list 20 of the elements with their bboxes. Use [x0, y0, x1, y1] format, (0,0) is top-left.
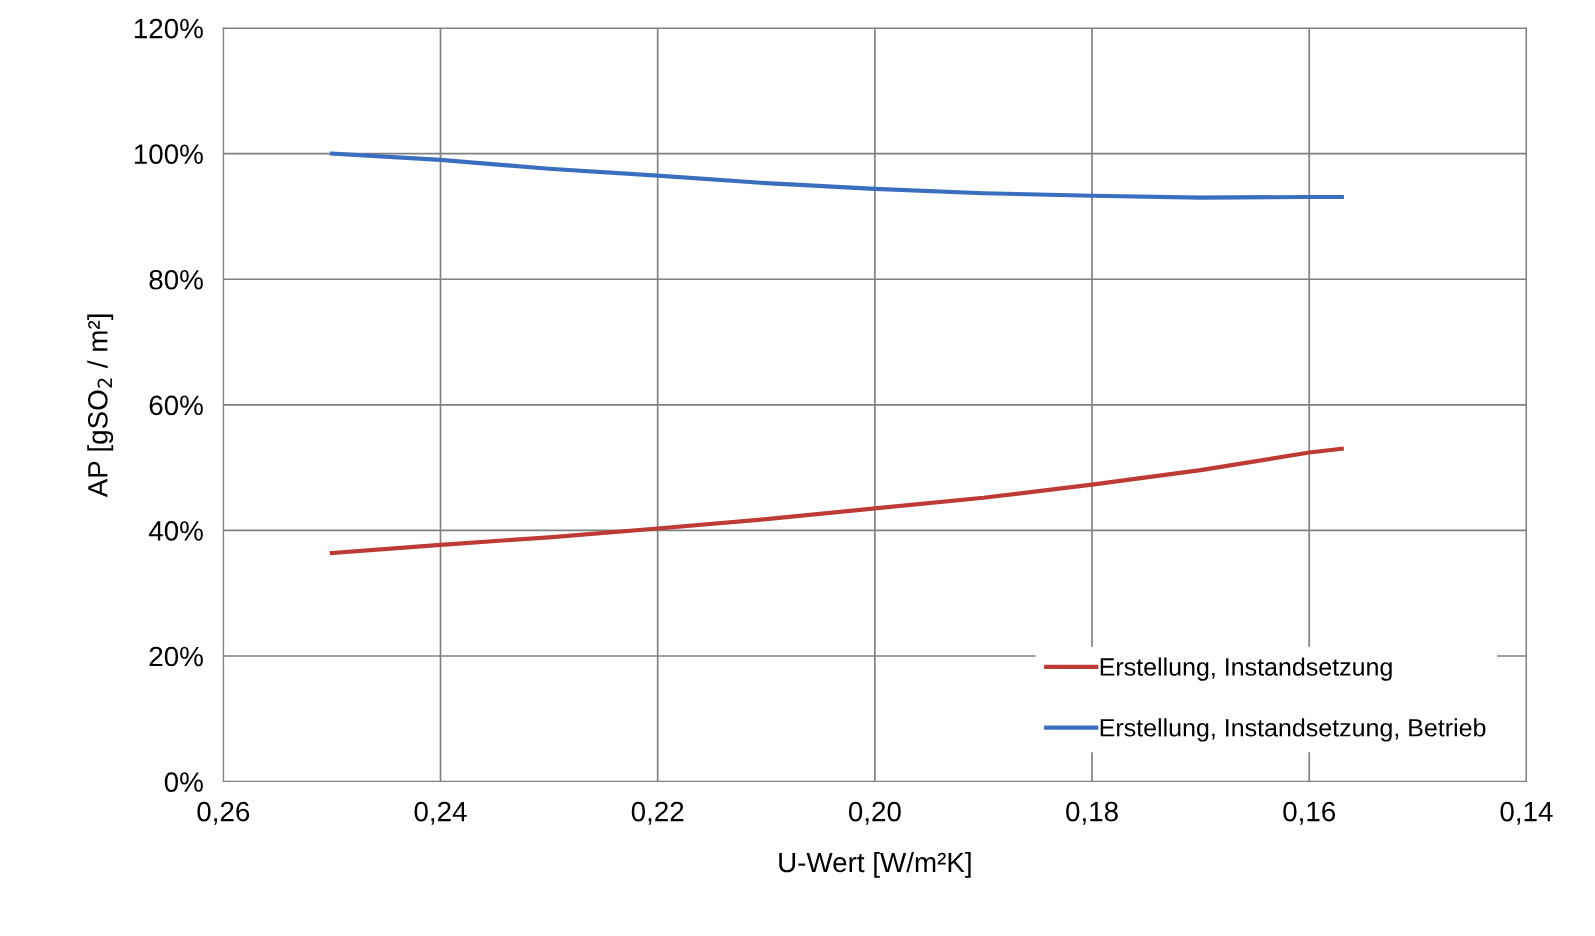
y-axis-title: AP [gSO$_{2}$ / m²]	[87, 314, 114, 498]
x-tick-label: 0,14	[1500, 801, 1553, 825]
y-tick-label: 120%	[134, 18, 203, 39]
y-tick-label: 80%	[149, 269, 203, 290]
y-tick-label: 100%	[134, 144, 203, 164]
line-series	[329, 151, 1344, 200]
x-tick-label: 0,18	[1066, 801, 1118, 825]
y-tick-label: 20%	[149, 646, 203, 667]
y-tick-label: 60%	[149, 395, 203, 416]
x-tick-label: 0,26	[197, 801, 250, 825]
y-tick-label: 40%	[148, 521, 203, 541]
x-tick-label: 0,22	[631, 801, 684, 825]
line-series	[329, 446, 1344, 556]
x-tick-label: 0,16	[1283, 801, 1336, 825]
x-axis-title: U-Wert [W/m²K]	[779, 851, 971, 878]
y-tick-label: 0%	[164, 772, 203, 792]
x-tick-label: 0,20	[848, 801, 901, 825]
legend-label: Erstellung, Instandsetzung, Betrieb	[1100, 718, 1486, 742]
legend-label: Erstellung, Instandsetzung	[1100, 657, 1392, 681]
x-tick-label: 0,24	[414, 801, 467, 825]
